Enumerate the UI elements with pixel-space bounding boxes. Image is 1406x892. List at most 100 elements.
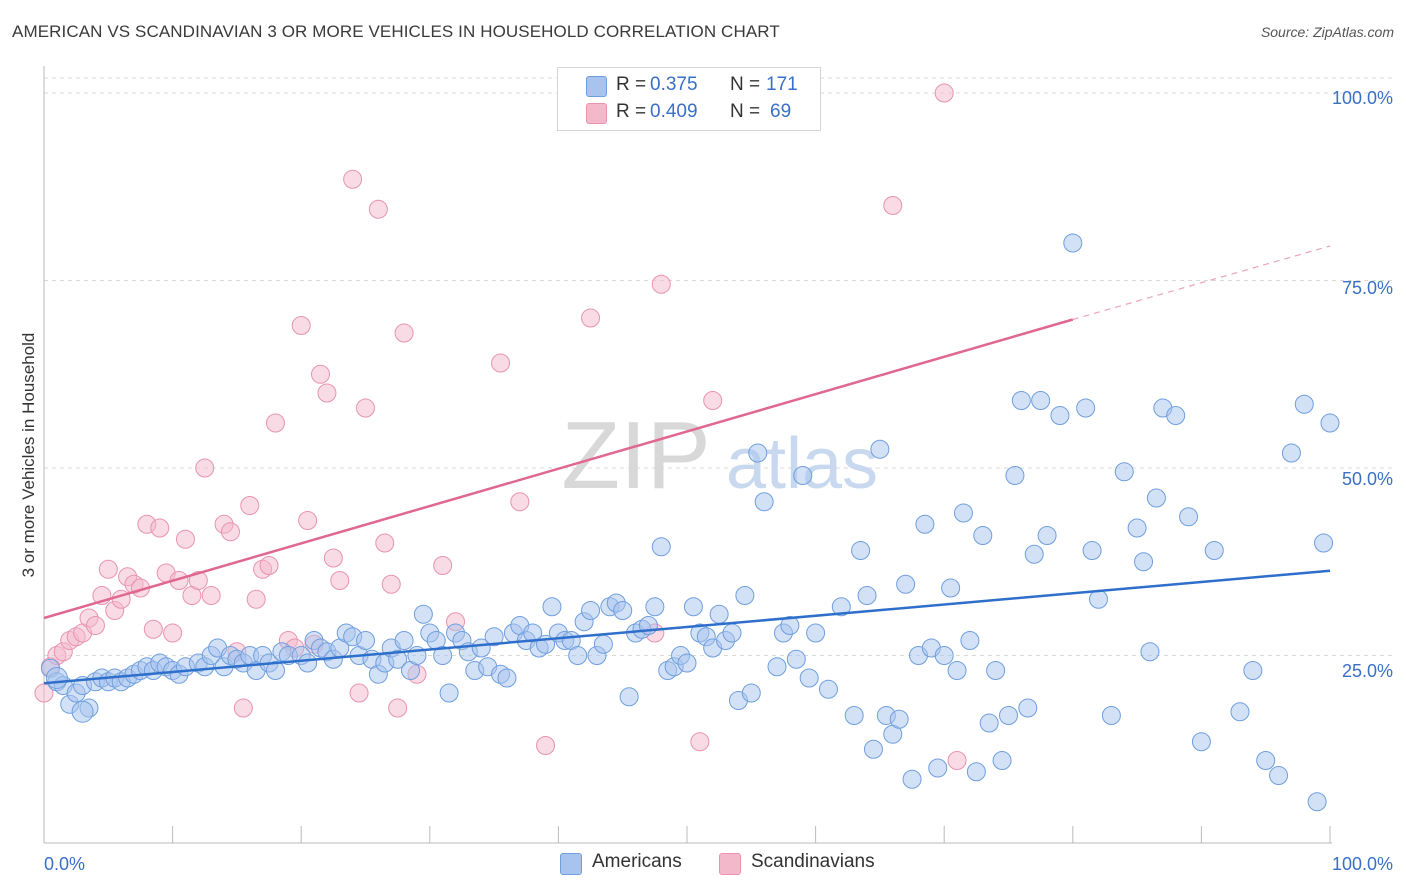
americans-point (799, 668, 819, 688)
r-label: R = (616, 74, 647, 95)
americans-trendline (43, 569, 1331, 685)
americans-point (748, 443, 768, 463)
scandinavians-point (201, 586, 221, 605)
americans-point (780, 616, 800, 635)
scandinavians-point (581, 308, 601, 328)
americans-point (619, 687, 639, 707)
chart-title: AMERICAN VS SCANDINAVIAN 3 OR MORE VEHIC… (12, 22, 780, 41)
scandinavians-point (220, 522, 240, 542)
americans-point (735, 586, 755, 605)
americans-point (992, 751, 1012, 770)
americans-point (1082, 541, 1102, 560)
scandinavians-point (510, 492, 530, 512)
americans-point (1031, 391, 1051, 410)
americans-point (953, 503, 973, 523)
americans-point (851, 541, 871, 560)
americans-point (754, 492, 774, 512)
americans-point (356, 631, 375, 650)
americans-point (1134, 552, 1154, 572)
americans-point (928, 758, 948, 778)
scandinavians-point (317, 383, 337, 403)
americans-point (902, 769, 922, 789)
trend-layer (43, 245, 1331, 685)
americans-point (71, 700, 94, 723)
americans-point (1320, 413, 1340, 433)
scandinavians-point (163, 623, 183, 643)
americans-point (915, 514, 935, 534)
scandinavians-point (143, 619, 163, 639)
americans-point (741, 683, 761, 703)
americans-swatch (586, 76, 607, 97)
americans-point (1089, 589, 1109, 609)
americans-point (1146, 488, 1166, 508)
americans-point (857, 586, 877, 605)
scandinavians-point (491, 353, 511, 373)
americans-point (1101, 706, 1121, 725)
watermark: ZIP atlas (561, 402, 878, 509)
scandinavians-point (233, 698, 253, 718)
americans-point (413, 604, 433, 624)
americans-point (1191, 732, 1211, 752)
americans-point (1011, 391, 1031, 410)
americans-point (1166, 406, 1186, 425)
scandinavians-point (356, 398, 375, 418)
scandinavians-point (175, 529, 195, 549)
americans-point (767, 657, 787, 677)
scandinavians-point (651, 274, 671, 294)
scandinavians-point (883, 196, 903, 215)
americans-point (542, 597, 562, 617)
r-value: 0.409 (650, 101, 698, 122)
n-value: 69 (770, 101, 792, 122)
americans-point (1114, 462, 1134, 482)
americans-point (1127, 518, 1147, 538)
r-value: 0.375 (650, 74, 698, 95)
scandinavians-trendline-extension (1072, 245, 1331, 321)
americans-point (1307, 792, 1327, 812)
scandinavians-point (298, 511, 318, 530)
scandinavians-point (34, 683, 54, 703)
americans-point (786, 649, 806, 669)
americans-point (568, 646, 588, 665)
americans-point (793, 466, 813, 485)
americans-point (999, 706, 1018, 725)
americans-point (1281, 443, 1301, 463)
americans-point (265, 661, 285, 680)
americans-point (613, 601, 633, 620)
stats-legend: R = 0.375 N = 171 R = 0.409 N = 69 (557, 67, 821, 131)
americans-point (1314, 533, 1334, 553)
scandinavians-point (330, 571, 350, 590)
chart-source: Source: ZipAtlas.com (1260, 24, 1394, 40)
scandinavians-point (375, 533, 395, 553)
americans-point (979, 713, 999, 733)
n-label: N = (730, 74, 761, 95)
americans-point (581, 601, 601, 620)
scandinavians-point (150, 518, 170, 538)
americans-point (439, 683, 459, 703)
scandinavians-point (85, 616, 105, 635)
scandinavians-point (188, 571, 208, 590)
scandinavians-point (381, 574, 401, 594)
scandinavians-point (246, 589, 266, 609)
axes-layer (43, 66, 1332, 844)
americans-point (1076, 398, 1096, 418)
grid-layer (44, 77, 1395, 656)
y-label-75: 75.0% (1342, 278, 1393, 298)
scandinavians-point (433, 556, 453, 575)
americans-point (1243, 661, 1263, 680)
americans-point (896, 574, 916, 594)
scandinavians-point (536, 736, 556, 755)
americans-point (966, 762, 986, 782)
americans-point (1269, 766, 1289, 785)
americans-point (1179, 507, 1199, 527)
scandinavians-point (323, 548, 343, 568)
n-label: N = (730, 101, 761, 122)
americans-point (1140, 642, 1160, 662)
y-label-50: 50.0% (1342, 469, 1393, 489)
americans-point (388, 649, 408, 669)
x-max-label: 100.0% (1332, 854, 1393, 874)
americans-point (889, 709, 909, 729)
americans-point (645, 597, 665, 617)
americans-point (831, 597, 851, 617)
americans-point (947, 661, 967, 680)
